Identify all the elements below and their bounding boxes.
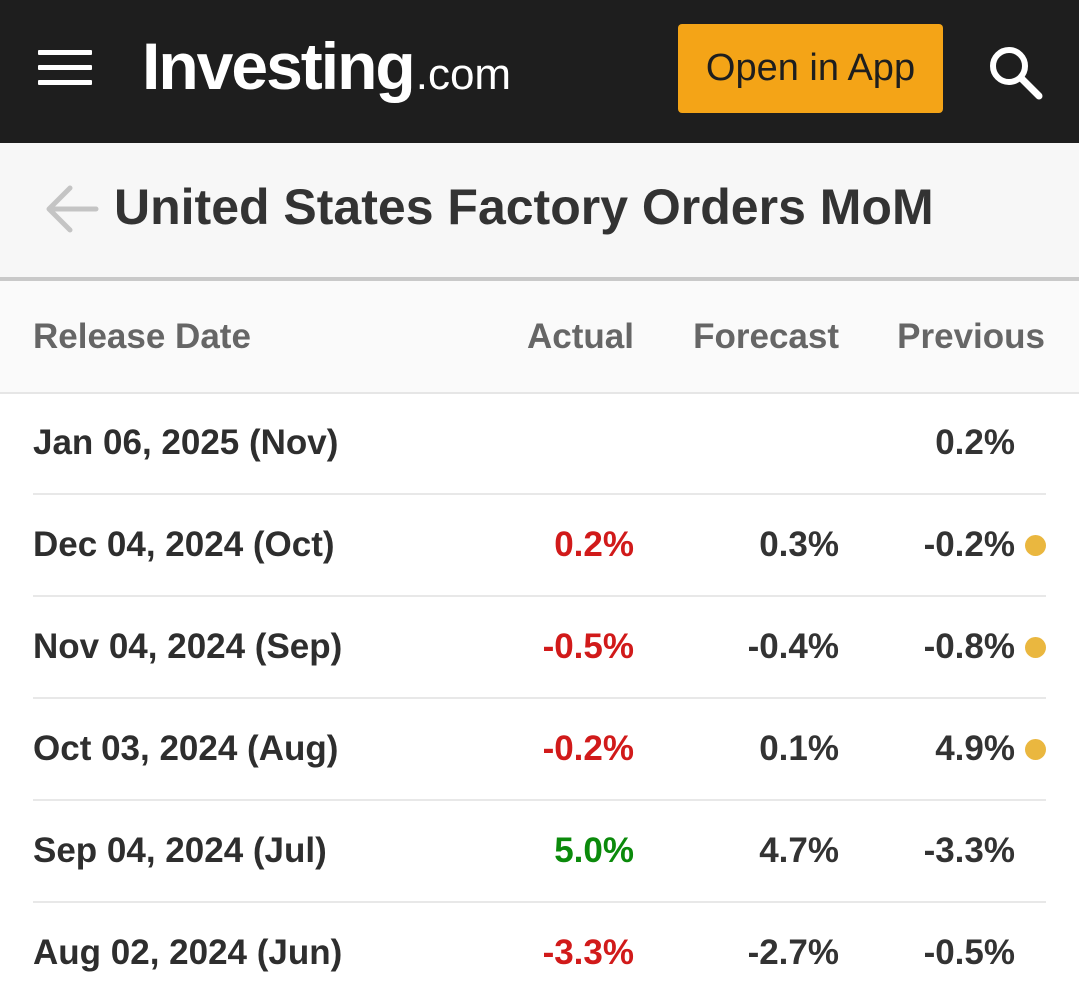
table-row[interactable]: Jan 06, 2025 (Nov) 0.2% [0, 393, 1079, 495]
actual-value-cell: -0.2% [542, 729, 634, 768]
open-in-app-button[interactable]: Open in App [678, 24, 943, 113]
row-divider [33, 697, 1046, 699]
forecast-value-cell: -0.4% [747, 627, 839, 666]
table-header: Release Date Actual Forecast Previous [0, 281, 1079, 394]
forecast-value-cell: -2.7% [747, 933, 839, 972]
column-header-previous: Previous [897, 317, 1045, 356]
column-header-forecast: Forecast [693, 317, 839, 356]
revised-dot-icon [1025, 739, 1046, 760]
page-title: United States Factory Orders MoM [114, 179, 934, 235]
column-header-release-date: Release Date [33, 317, 251, 356]
row-divider [33, 799, 1046, 801]
hamburger-menu-icon[interactable] [38, 50, 92, 86]
previous-value-cell: 4.9% [935, 729, 1015, 768]
top-navigation-bar: Investing .com Open in App [0, 0, 1079, 143]
previous-value-cell: -0.2% [923, 525, 1015, 564]
release-date-cell: Aug 02, 2024 (Jun) [33, 933, 343, 972]
release-date-cell: Nov 04, 2024 (Sep) [33, 627, 343, 666]
previous-value-cell: -0.8% [923, 627, 1015, 666]
release-date-cell: Jan 06, 2025 (Nov) [33, 423, 339, 462]
release-date-cell: Oct 03, 2024 (Aug) [33, 729, 339, 768]
release-date-cell: Dec 04, 2024 (Oct) [33, 525, 335, 564]
release-date-cell: Sep 04, 2024 (Jul) [33, 831, 327, 870]
row-divider [33, 493, 1046, 495]
table-row[interactable]: Sep 04, 2024 (Jul) 5.0% 4.7% -3.3% [0, 801, 1079, 903]
site-logo[interactable]: Investing .com [142, 28, 511, 108]
table-row[interactable]: Nov 04, 2024 (Sep) -0.5% -0.4% -0.8% [0, 597, 1079, 699]
back-arrow-icon[interactable] [44, 183, 100, 235]
table-row[interactable]: Aug 02, 2024 (Jun) -3.3% -2.7% -0.5% [0, 903, 1079, 1005]
logo-wordmark: Investing [142, 29, 416, 103]
table-row[interactable]: Oct 03, 2024 (Aug) -0.2% 0.1% 4.9% [0, 699, 1079, 801]
actual-value-cell: -0.5% [542, 627, 634, 666]
previous-value-cell: -3.3% [923, 831, 1015, 870]
row-divider [33, 901, 1046, 903]
forecast-value-cell: 4.7% [759, 831, 839, 870]
revised-dot-icon [1025, 637, 1046, 658]
forecast-value-cell: 0.3% [759, 525, 839, 564]
release-history-table: Jan 06, 2025 (Nov) 0.2% Dec 04, 2024 (Oct)… [0, 393, 1079, 1005]
actual-value-cell: 5.0% [554, 831, 634, 870]
forecast-value-cell: 0.1% [759, 729, 839, 768]
row-divider [33, 595, 1046, 597]
revised-dot-icon [1025, 535, 1046, 556]
previous-value-cell: -0.5% [923, 933, 1015, 972]
actual-value-cell: 0.2% [554, 525, 634, 564]
table-row[interactable]: Dec 04, 2024 (Oct) 0.2% 0.3% -0.2% [0, 495, 1079, 597]
actual-value-cell: -3.3% [542, 933, 634, 972]
previous-value-cell: 0.2% [935, 423, 1015, 462]
page-title-bar: United States Factory Orders MoM [0, 143, 1079, 281]
logo-domain: .com [415, 50, 512, 99]
search-icon[interactable] [985, 42, 1045, 102]
column-header-actual: Actual [527, 317, 634, 356]
